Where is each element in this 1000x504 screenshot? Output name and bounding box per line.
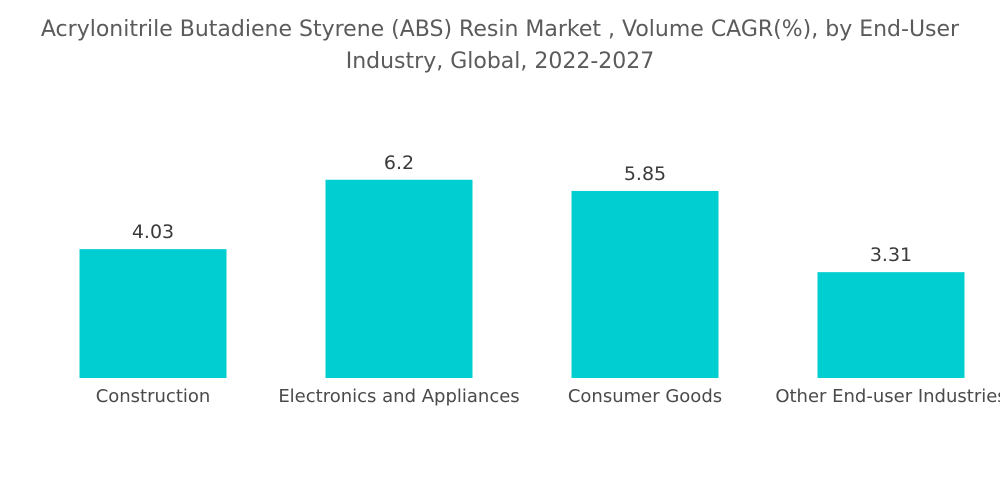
bar-2: [571, 190, 719, 378]
value-label-2: 5.85: [624, 163, 666, 185]
bar-3: [817, 272, 965, 378]
value-labels-group: 4.03 6.2 5.85 3.31: [132, 152, 912, 266]
bars-group: [79, 179, 965, 378]
category-label-2: Consumer Goods: [568, 386, 722, 407]
category-label-3: Other End-user Industries: [775, 386, 1000, 407]
value-label-0: 4.03: [132, 221, 174, 243]
category-label-0: Construction: [96, 386, 211, 407]
category-labels-group: Construction Electronics and Appliances Co…: [96, 386, 1000, 407]
chart-title: Acrylonitrile Butadiene Styrene (ABS) Re…: [40, 17, 960, 74]
value-label-3: 3.31: [870, 244, 912, 266]
value-label-1: 6.2: [384, 152, 414, 174]
category-label-1: Electronics and Appliances: [278, 386, 519, 407]
bar-1: [325, 179, 473, 378]
bar-0: [79, 249, 227, 378]
